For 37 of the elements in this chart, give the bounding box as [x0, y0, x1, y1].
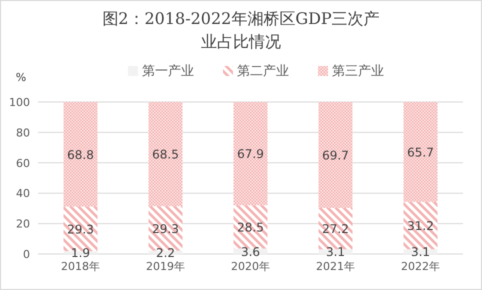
- data-label: 3.1: [326, 245, 346, 260]
- data-label: 68.8: [67, 148, 94, 162]
- legend-label: 第三产业: [332, 64, 384, 79]
- data-label: 3.6: [240, 244, 260, 259]
- chart-title: 图2：2018-2022年湘桥区GDP三次产业占比情况: [101, 8, 381, 53]
- data-label: 68.5: [152, 148, 179, 162]
- bar: [64, 102, 98, 207]
- data-label: 28.5: [237, 220, 264, 234]
- bar: [234, 102, 268, 206]
- y-tick-label: 20: [16, 218, 30, 231]
- data-label: 3.1: [410, 245, 430, 260]
- y-tick-label: 0: [23, 248, 30, 261]
- bar: [318, 102, 352, 208]
- y-axis-title: %: [16, 71, 26, 84]
- x-tick-label: 2020年: [231, 260, 270, 273]
- legend-label: 第一产业: [142, 64, 194, 79]
- data-label: 65.7: [407, 145, 434, 160]
- x-tick-label: 2019年: [146, 260, 185, 273]
- data-label: 29.3: [152, 222, 179, 236]
- x-tick-label: 2018年: [61, 260, 100, 273]
- data-label: 31.2: [407, 219, 434, 234]
- data-label: 1.9: [70, 246, 90, 260]
- legend-label: 第二产业: [237, 64, 289, 79]
- data-label: 69.7: [322, 148, 349, 162]
- bar: [404, 102, 438, 202]
- y-tick-label: 80: [16, 126, 30, 140]
- data-label: 2.2: [156, 246, 176, 260]
- y-tick-label: 60: [16, 156, 30, 170]
- y-tick-label: 40: [16, 187, 30, 200]
- data-label: 27.2: [322, 222, 349, 236]
- data-label: 67.9: [237, 147, 264, 162]
- y-tick-label: 100: [9, 96, 30, 109]
- bar: [148, 102, 182, 206]
- bar: [234, 205, 268, 249]
- data-label: 29.3: [67, 222, 94, 236]
- x-tick-label: 2021年: [316, 260, 355, 273]
- x-tick-label: 2022年: [401, 260, 440, 273]
